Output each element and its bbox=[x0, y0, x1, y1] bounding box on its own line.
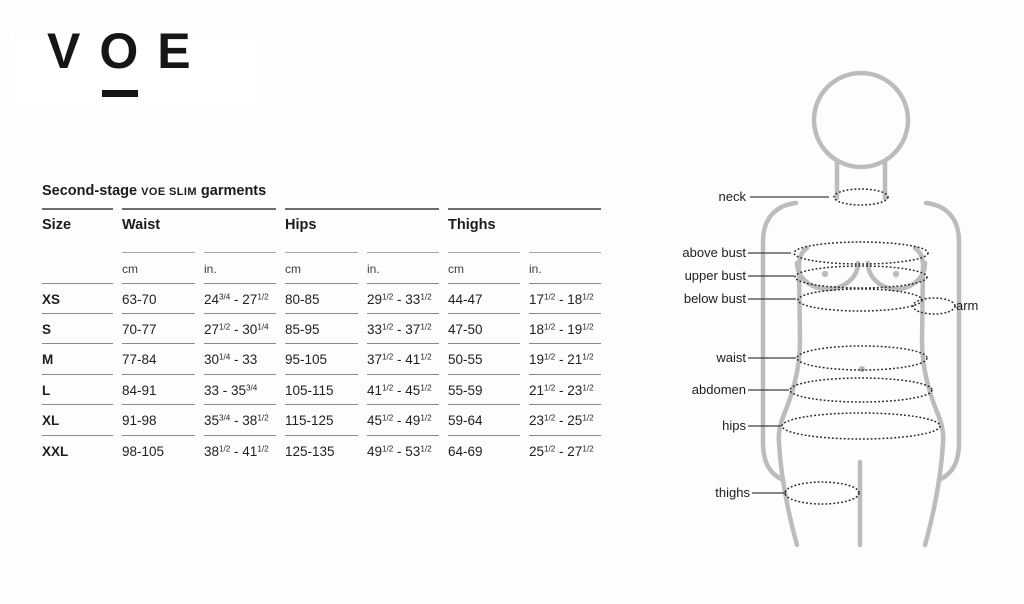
thighs-measure-ellipse bbox=[784, 481, 860, 505]
right-nipple-dot bbox=[892, 270, 900, 278]
thighs-cm-value: 50-55 bbox=[448, 343, 520, 374]
navel-dot bbox=[859, 366, 865, 372]
body-outline bbox=[760, 70, 962, 548]
waist-in-value: 243/4 - 271/2 bbox=[204, 283, 276, 313]
brand-logo: VOE bbox=[47, 23, 247, 100]
size-label: M bbox=[42, 343, 113, 374]
size-label: XL bbox=[42, 404, 113, 435]
waist-in-value: 301/4 - 33 bbox=[204, 343, 276, 374]
hips-in-value: 411/2 - 451/2 bbox=[367, 374, 439, 404]
above-bust-label: above bust bbox=[682, 245, 746, 260]
neck-measure-ellipse bbox=[833, 188, 889, 206]
waist-in-value: 353/4 - 381/2 bbox=[204, 404, 276, 435]
subheader-waist-cm: cm bbox=[122, 252, 195, 283]
arm-measure-ellipse bbox=[912, 297, 956, 315]
thighs-in-value: 231/2 - 251/2 bbox=[529, 404, 601, 435]
waist-cm-value: 98-105 bbox=[122, 435, 195, 463]
subheader-thighs-in: in. bbox=[529, 252, 601, 283]
thighs-label: thighs bbox=[715, 485, 750, 500]
left-arm-outline bbox=[760, 200, 799, 483]
below-bust-measure-ellipse bbox=[797, 288, 923, 312]
hips-cm-value: 105-115 bbox=[285, 374, 358, 404]
waist-cm-value: 70-77 bbox=[122, 313, 195, 343]
hips-in-value: 451/2 - 491/2 bbox=[367, 404, 439, 435]
subheader-hips-in: in. bbox=[367, 252, 439, 283]
size-chart-table: Size Waist Hips Thighs cm in. cm in. cm … bbox=[42, 208, 602, 463]
size-chart-title: Second-stage VOE SLIM garments bbox=[42, 183, 266, 199]
body-measurement-diagram: neck above bust upper bust below bust ar… bbox=[682, 70, 978, 548]
waist-measure-ellipse bbox=[796, 345, 928, 371]
waist-in-value: 381/2 - 411/2 bbox=[204, 435, 276, 463]
right-breast-outline bbox=[865, 260, 928, 292]
hips-in-value: 331/2 - 371/2 bbox=[367, 313, 439, 343]
hips-in-value: 491/2 - 531/2 bbox=[367, 435, 439, 463]
thighs-cm-value: 64-69 bbox=[448, 435, 520, 463]
size-label: S bbox=[42, 313, 113, 343]
below-bust-label: below bust bbox=[684, 291, 747, 306]
hips-cm-value: 85-95 bbox=[285, 313, 358, 343]
size-chart-title-prefix: Second-stage bbox=[42, 183, 138, 199]
size-chart-title-suffix: garments bbox=[200, 183, 267, 199]
left-nipple-dot bbox=[821, 270, 829, 278]
thighs-cm-value: 55-59 bbox=[448, 374, 520, 404]
abdomen-measure-ellipse bbox=[789, 377, 933, 403]
thighs-in-value: 211/2 - 231/2 bbox=[529, 374, 601, 404]
thighs-cm-value: 47-50 bbox=[448, 313, 520, 343]
thighs-cm-value: 59-64 bbox=[448, 404, 520, 435]
column-header-thighs: Thighs bbox=[448, 208, 601, 252]
size-chart-title-brand: VOE SLIM bbox=[141, 186, 197, 198]
thighs-in-value: 191/2 - 211/2 bbox=[529, 343, 601, 374]
subheader-waist-in: in. bbox=[204, 252, 276, 283]
leader-lines bbox=[748, 196, 829, 494]
column-header-waist: Waist bbox=[122, 208, 276, 252]
thighs-in-value: 251/2 - 271/2 bbox=[529, 435, 601, 463]
waist-cm-value: 91-98 bbox=[122, 404, 195, 435]
column-header-size: Size bbox=[42, 208, 113, 252]
brand-logo-underline bbox=[102, 90, 138, 97]
subheader-spacer bbox=[42, 252, 113, 283]
hips-measure-ellipse bbox=[781, 412, 941, 440]
measurement-ellipses bbox=[781, 188, 956, 505]
subheader-hips-cm: cm bbox=[285, 252, 358, 283]
above-bust-measure-ellipse bbox=[793, 241, 929, 265]
waist-cm-value: 77-84 bbox=[122, 343, 195, 374]
waist-in-value: 271/2 - 301/4 bbox=[204, 313, 276, 343]
neck-label: neck bbox=[719, 189, 747, 204]
upper-bust-measure-ellipse bbox=[794, 265, 928, 289]
hips-label: hips bbox=[722, 418, 746, 433]
waist-cm-value: 63-70 bbox=[122, 283, 195, 313]
hips-in-value: 291/2 - 331/2 bbox=[367, 283, 439, 313]
thighs-cm-value: 44-47 bbox=[448, 283, 520, 313]
left-breast-outline bbox=[794, 260, 861, 292]
hips-cm-value: 125-135 bbox=[285, 435, 358, 463]
brand-logo-text: VOE bbox=[47, 23, 210, 79]
waist-label: waist bbox=[715, 350, 746, 365]
waist-in-value: 33 - 353/4 bbox=[204, 374, 276, 404]
right-arm-outline bbox=[923, 200, 962, 483]
thighs-in-value: 181/2 - 191/2 bbox=[529, 313, 601, 343]
subheader-thighs-cm: cm bbox=[448, 252, 520, 283]
upper-bust-label: upper bust bbox=[685, 268, 747, 283]
arm-label: arm bbox=[956, 298, 978, 313]
right-torso-leg-outline bbox=[912, 245, 946, 548]
left-torso-leg-outline bbox=[776, 245, 810, 548]
thighs-in-value: 171/2 - 181/2 bbox=[529, 283, 601, 313]
head-outline bbox=[811, 70, 911, 170]
size-label: XS bbox=[42, 283, 113, 313]
size-label: L bbox=[42, 374, 113, 404]
size-label: XXL bbox=[42, 435, 113, 463]
abdomen-label: abdomen bbox=[692, 382, 746, 397]
hips-cm-value: 115-125 bbox=[285, 404, 358, 435]
hips-cm-value: 95-105 bbox=[285, 343, 358, 374]
column-header-hips: Hips bbox=[285, 208, 439, 252]
waist-cm-value: 84-91 bbox=[122, 374, 195, 404]
hips-in-value: 371/2 - 411/2 bbox=[367, 343, 439, 374]
hips-cm-value: 80-85 bbox=[285, 283, 358, 313]
